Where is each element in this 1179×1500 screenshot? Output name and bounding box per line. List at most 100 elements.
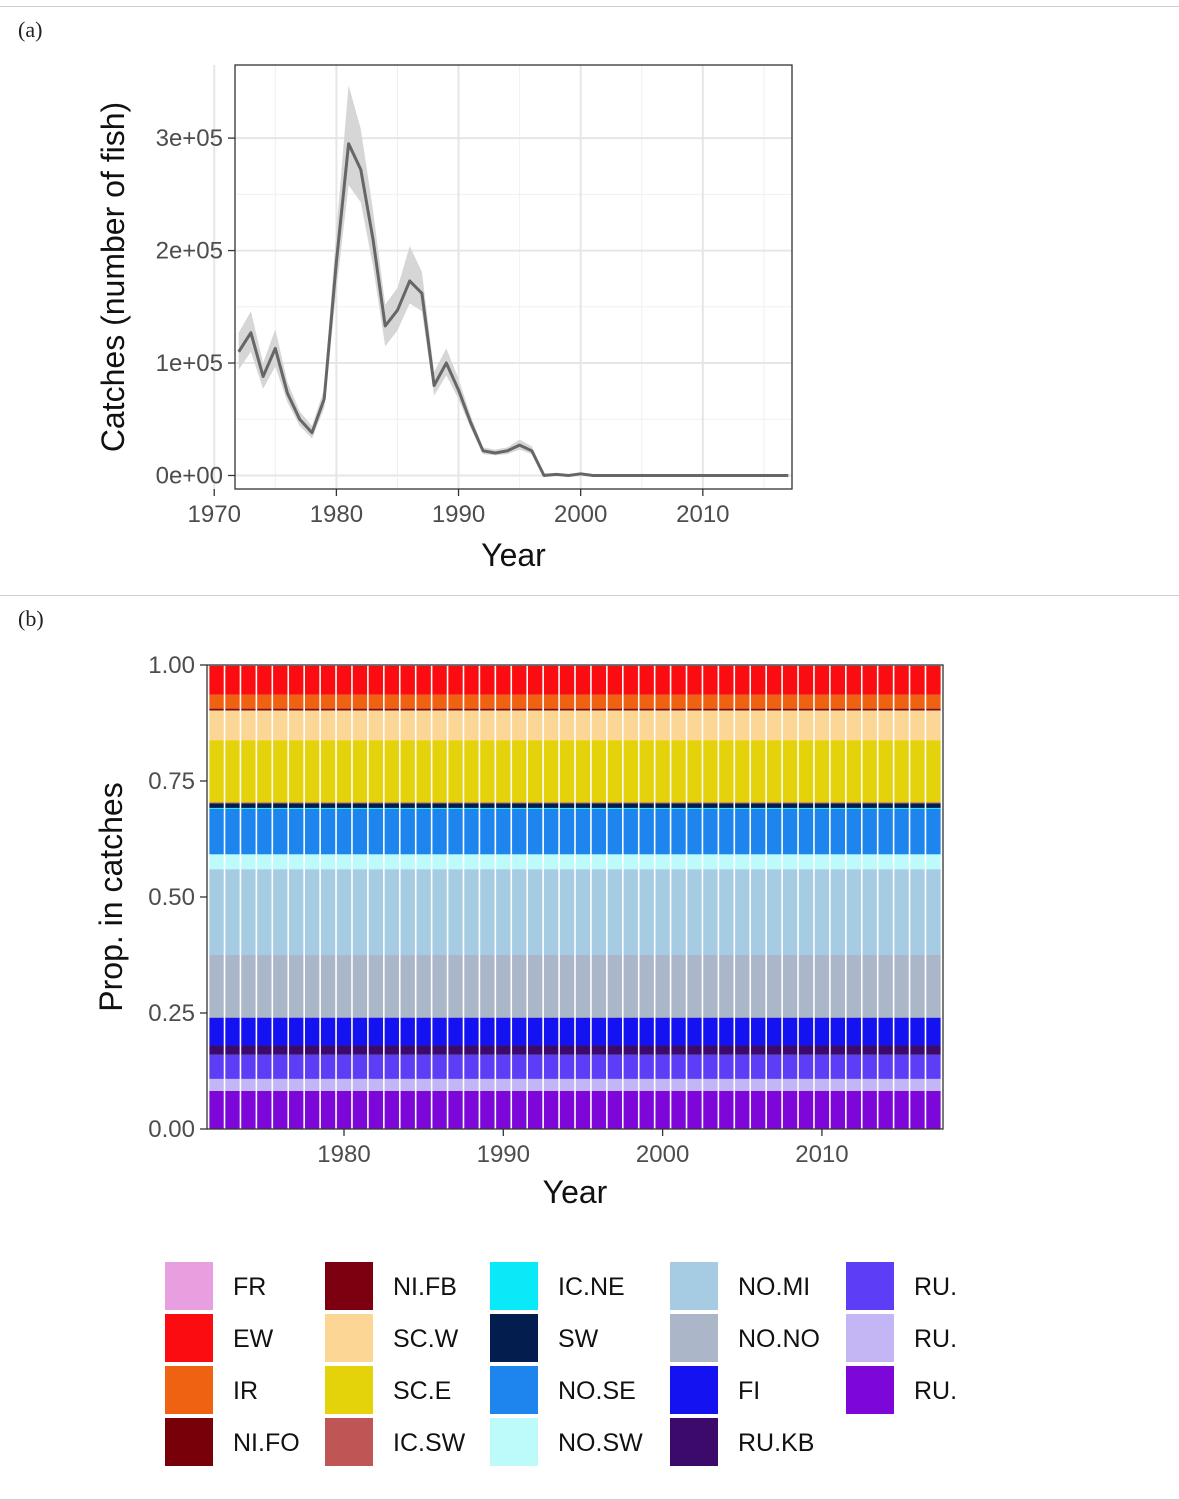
bar-segment — [273, 1054, 288, 1079]
bar-segment — [766, 709, 782, 711]
bar-segment — [766, 807, 782, 809]
bar-segment — [639, 710, 654, 741]
bar-segment — [496, 665, 511, 695]
bar-segment — [528, 869, 543, 955]
bar-segment — [830, 710, 846, 741]
bar-segment — [910, 709, 925, 711]
bar-segment — [209, 1090, 224, 1129]
bar-segment — [336, 854, 352, 870]
bar-segment — [623, 803, 638, 808]
bar-segment — [368, 1054, 384, 1079]
bar-segment — [209, 803, 224, 808]
bar-segment — [687, 710, 702, 741]
bar-segment — [751, 710, 766, 741]
bar-segment — [575, 808, 591, 855]
bar-segment — [528, 955, 543, 1018]
bar-segment — [480, 708, 495, 710]
bar-segment — [368, 1017, 384, 1046]
bar-segment — [639, 709, 654, 711]
bar-segment — [384, 1054, 399, 1079]
bar-segment — [575, 1054, 591, 1079]
bar-segment — [289, 740, 304, 803]
bar-segment — [352, 1090, 368, 1129]
bar-segment — [830, 803, 846, 808]
y-axis-title: Prop. in catches — [93, 782, 129, 1011]
bar-segment — [607, 955, 622, 1018]
bar-segment — [559, 740, 575, 803]
bar-segment — [416, 854, 431, 870]
bar-segment — [862, 1078, 877, 1091]
legend-swatch — [490, 1366, 538, 1414]
bar-segment — [496, 708, 511, 710]
bar-segment — [655, 869, 670, 955]
bar-segment — [512, 709, 527, 711]
bar-segment — [655, 807, 670, 809]
bar-segment — [894, 869, 909, 955]
bar-segment — [528, 1090, 543, 1129]
bar-segment — [814, 710, 830, 741]
bar-segment — [687, 807, 702, 809]
bar-segment — [814, 1017, 830, 1046]
bar-segment — [464, 1078, 479, 1091]
legend-swatch — [846, 1314, 894, 1362]
bar-segment — [496, 710, 511, 741]
bar-segment — [559, 709, 575, 711]
bar-segment — [655, 803, 670, 808]
bar-segment — [336, 710, 352, 741]
legend-swatch — [165, 1314, 213, 1362]
bar-segment — [352, 1078, 368, 1091]
bar-segment — [384, 1090, 399, 1129]
bar-segment — [575, 807, 591, 809]
bar-segment — [225, 1054, 240, 1079]
bar-segment — [830, 708, 846, 710]
bar-segment — [735, 854, 750, 870]
bar-segment — [336, 665, 352, 695]
bar-segment — [448, 708, 463, 710]
bar-segment — [273, 802, 288, 804]
legend-swatch — [165, 1262, 213, 1310]
bar-segment — [512, 1054, 527, 1079]
bar-segment — [368, 807, 384, 809]
bar-segment — [304, 1078, 320, 1091]
bar-segment — [655, 1054, 670, 1079]
bar-segment — [766, 869, 782, 955]
bar-segment — [735, 802, 750, 804]
bar-segment — [289, 1054, 304, 1079]
bar-segment — [416, 807, 431, 809]
bar-segment — [591, 802, 607, 804]
bar-segment — [735, 1017, 750, 1046]
bar-segment — [814, 709, 830, 711]
bar-segment — [320, 665, 336, 695]
bar-segment — [894, 694, 909, 709]
bar-segment — [814, 1045, 830, 1055]
bar-segment — [432, 854, 447, 870]
bar-segment — [464, 710, 479, 741]
bar-segment — [209, 1054, 224, 1079]
bar-segment — [591, 869, 607, 955]
bar-segment — [782, 708, 798, 710]
bar-segment — [591, 1045, 607, 1055]
bar-segment — [448, 869, 463, 955]
bar-segment — [782, 1017, 798, 1046]
bar-segment — [623, 854, 638, 870]
bar-segment — [384, 854, 399, 870]
bar-segment — [639, 802, 654, 804]
bar-segment — [304, 665, 320, 695]
bar-segment — [782, 1054, 798, 1079]
bar-segment — [384, 808, 399, 855]
bar-segment — [846, 694, 861, 709]
bar-segment — [559, 802, 575, 804]
bar-segment — [480, 807, 495, 809]
bar-segment — [607, 1045, 622, 1055]
bar-segment — [225, 808, 240, 855]
bar-segment — [400, 802, 415, 804]
bar-segment — [607, 665, 622, 695]
bar-segment — [735, 869, 750, 955]
bar-segment — [528, 803, 543, 808]
bar-segment — [384, 665, 399, 695]
x-tick-label: 1990 — [432, 501, 485, 528]
bar-segment — [368, 1090, 384, 1129]
bar-segment — [432, 709, 447, 711]
bar-segment — [846, 1017, 861, 1046]
bar-segment — [432, 710, 447, 741]
